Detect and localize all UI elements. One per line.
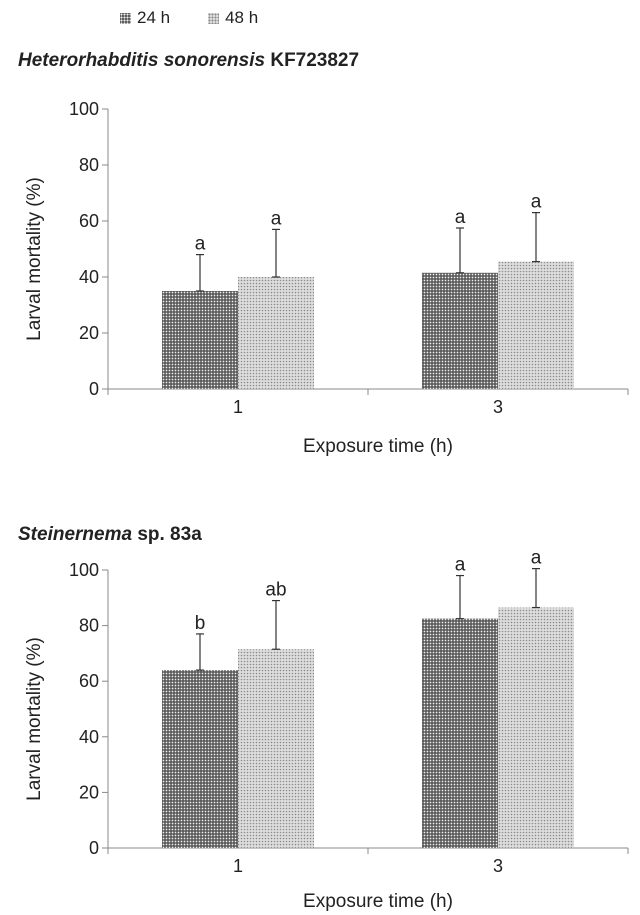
chart-1-y-tick-label: 0 [89,379,99,399]
chart-1-bar-24h-1 [162,291,238,389]
chart-1-bar-48h-3 [498,261,574,389]
legend-item-48h: 48 h [208,8,258,28]
chart-1-title-strain: KF723827 [265,50,360,71]
chart-1-x-axis-title: Exposure time (h) [303,436,453,457]
chart-1-title: Heterorhabditis sonorensis KF723827 [18,50,359,72]
legend-swatch-48h [208,12,220,24]
chart-1-bar-24h-3 [422,272,498,389]
chart-2-x-tick-label: 1 [233,856,243,876]
chart-2-y-tick-label: 100 [69,560,99,580]
chart-2-significance-label: b [195,613,206,634]
chart-2-bar-24h-1 [162,670,238,848]
chart-2-title: Steinernema sp. 83a [18,524,202,546]
chart-1-bar-48h-1 [238,277,314,389]
chart-2-bar-24h-3 [422,618,498,848]
chart-2-y-tick-label: 80 [79,616,99,636]
chart-2-bar-48h-1 [238,649,314,848]
chart-2-y-tick-label: 40 [79,727,99,747]
chart-1-x-tick-label: 3 [493,397,503,417]
chart-2-bar-48h-3 [498,607,574,848]
chart-1-significance-label: a [195,234,206,255]
chart-1-y-tick-label: 20 [79,323,99,343]
legend: 24 h 48 h [120,6,258,30]
chart-2-title-strain: sp. 83a [132,524,202,545]
chart-2-y-tick-label: 60 [79,671,99,691]
chart-1-y-axis-title: Larval mortality (%) [24,177,45,341]
chart-2-title-genus: Steinernema [18,524,133,545]
chart-1-significance-label: a [531,192,542,213]
chart-2-significance-label: a [455,555,466,576]
chart-2-y-tick-label: 20 [79,782,99,802]
chart-2-x-axis-title: Exposure time (h) [303,891,453,912]
chart-1-title-species: Heterorhabditis sonorensis [18,50,266,71]
chart-1-y-tick-label: 100 [69,99,99,119]
chart-2-y-tick-label: 0 [89,838,99,858]
legend-swatch-24h [120,12,131,24]
legend-item-24h: 24 h [120,8,170,28]
chart-2-y-axis-title: Larval mortality (%) [24,637,45,801]
chart-2-x-tick-label: 3 [493,856,503,876]
chart-1-significance-label: a [455,207,466,228]
chart-2-significance-label: a [531,548,542,569]
chart-1-x-tick-label: 1 [233,397,243,417]
chart-1-significance-label: a [271,208,282,229]
chart-2-significance-label: ab [265,580,286,601]
legend-label-24h: 24 h [137,8,171,27]
chart-1-y-tick-label: 80 [79,155,99,175]
chart-1-y-tick-label: 60 [79,211,99,231]
chart-1-y-tick-label: 40 [79,267,99,287]
legend-label-48h: 48 h [225,8,259,27]
